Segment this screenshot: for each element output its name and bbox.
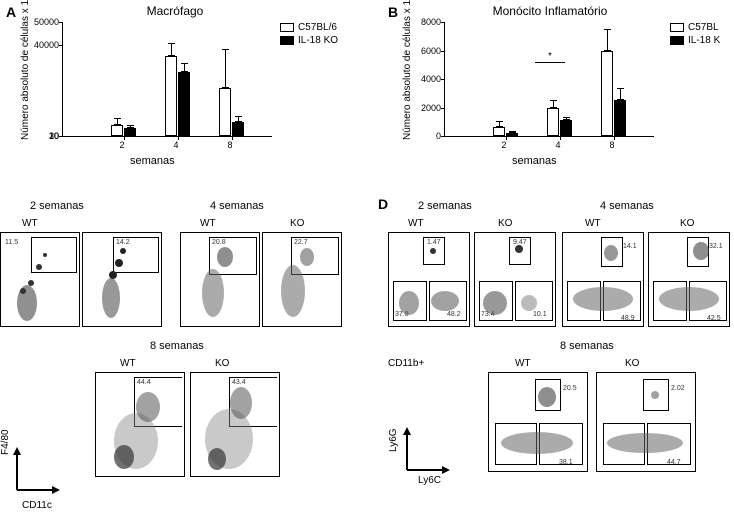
flowd-panel-t4-wt: 14.1 48.9: [562, 232, 644, 327]
flowc-axis-arrows: [5, 445, 65, 500]
chart-a-xlabel: semanas: [130, 155, 175, 167]
flowc-t8-wt: WT: [120, 358, 136, 369]
xtick-label: 2: [502, 140, 507, 150]
flowc-dots-t2-wt: [1, 233, 81, 328]
flowd-panel-t8-ko: 2.02 44.7: [596, 372, 696, 472]
flowc-xaxis: CD11c: [22, 500, 52, 511]
chart-b: 02000400060008000248: [444, 22, 654, 137]
xtick-label: 8: [610, 140, 615, 150]
bar: [547, 108, 559, 137]
ytick-label: 0: [407, 131, 441, 141]
legend-b-label-il18: IL-18 K: [688, 35, 720, 46]
bar: [506, 133, 518, 136]
ytick-label: 40000: [25, 40, 59, 50]
flowd-dots-t8wt: [489, 373, 589, 473]
legend-b-item-il18: IL-18 K: [670, 35, 734, 46]
chart-a: 01020304000050000248: [62, 22, 272, 137]
flowc-panel-t4-ko: 22.7: [262, 232, 342, 327]
chart-b-title: Monócito Inflamatório: [460, 4, 640, 18]
flowc-dots-t4-wt: [181, 233, 261, 328]
xtick-label: 2: [120, 140, 125, 150]
flowd-t8-ko: KO: [625, 358, 639, 369]
legend-a: C57BL/6 IL-18 KO: [280, 22, 338, 48]
ytick-label: 2000: [407, 103, 441, 113]
flowd-dots-t4ko: [649, 233, 731, 328]
flowc-t4-ko: KO: [290, 218, 304, 229]
panel-d-label: D: [378, 196, 388, 212]
flowd-xaxis: Ly6C: [418, 475, 441, 486]
ytick-label: 50000: [25, 17, 59, 27]
flowc-dots-t8-wt: [96, 373, 186, 478]
flowd-precursor: CD11b+: [388, 358, 424, 369]
flowd-dots-t2ko: [475, 233, 557, 328]
legend-item-c57: C57BL/6: [280, 22, 338, 33]
bar: [560, 120, 572, 136]
bar: [493, 127, 505, 136]
sig-bracket: *: [535, 62, 565, 74]
flowc-panel-t2-ko: 14.2: [82, 232, 162, 327]
flowd-dots-t2wt: [389, 233, 471, 328]
legend-b-item-c57: C57BL: [670, 22, 734, 33]
ytick-label: 8000: [407, 17, 441, 27]
flowc-panel-t8-ko: 43.4: [190, 372, 280, 477]
bar: [219, 88, 231, 136]
flowd-panel-t8-wt: 20.5 38.1: [488, 372, 588, 472]
flowc-t4-header: 4 semanas: [210, 200, 264, 212]
bar: [165, 56, 177, 136]
legend-swatch-il18: [280, 36, 294, 45]
flowd-panel-t2-ko: 9.47 73.4 10.1: [474, 232, 556, 327]
flowd-t4-ko: KO: [680, 218, 694, 229]
ytick-label: 4000: [407, 74, 441, 84]
flowd-t4-wt: WT: [585, 218, 601, 229]
bar: [601, 51, 613, 137]
flowc-t2-header: 2 semanas: [30, 200, 84, 212]
flowc-panel-t2-wt: 11.5: [0, 232, 80, 327]
flowd-panel-t4-ko: 32.1 42.5: [648, 232, 730, 327]
legend-swatch-c57: [280, 23, 294, 32]
flowd-dots-t8ko: [597, 373, 697, 473]
bar: [614, 100, 626, 136]
xtick-label: 4: [174, 140, 179, 150]
flowc-t8-header: 8 semanas: [150, 340, 204, 352]
flowd-t2-header: 2 semanas: [418, 200, 472, 212]
flowd-yaxis: Ly6G: [388, 428, 399, 452]
flowc-panel-t8-wt: 44.4: [95, 372, 185, 477]
legend-b-swatch-c57: [670, 23, 684, 32]
xtick-label: 4: [556, 140, 561, 150]
bar: [111, 125, 123, 136]
flowc-t4-wt: WT: [200, 218, 216, 229]
legend-item-il18: IL-18 KO: [280, 35, 338, 46]
bar: [178, 72, 190, 136]
legend-label-il18: IL-18 KO: [298, 35, 338, 46]
ytick-label: 6000: [407, 46, 441, 56]
flowd-axis-arrows: [395, 425, 455, 480]
legend-b: C57BL IL-18 K: [670, 22, 734, 48]
xtick-label: 8: [228, 140, 233, 150]
legend-b-label-c57: C57BL: [688, 22, 719, 33]
flowd-t2-ko: KO: [498, 218, 512, 229]
flowd-dots-t4wt: [563, 233, 645, 328]
ytick-label: 30: [25, 131, 59, 141]
chart-b-xlabel: semanas: [512, 155, 557, 167]
legend-b-swatch-il18: [670, 36, 684, 45]
flowc-dots-t2-ko: [83, 233, 163, 328]
bar: [124, 128, 136, 136]
flowc-t2-wt: WT: [22, 218, 38, 229]
flowd-t8-header: 8 semanas: [560, 340, 614, 352]
flowc-t8-ko: KO: [215, 358, 229, 369]
flowd-t2-wt: WT: [408, 218, 424, 229]
chart-a-title: Macrófago: [100, 4, 250, 18]
flowc-dots-t8-ko: [191, 373, 281, 478]
bar: [232, 122, 244, 136]
flowc-yaxis: F4/80: [0, 429, 11, 455]
legend-label-c57: C57BL/6: [298, 22, 337, 33]
flowd-panel-t2-wt: 1.47 37.8 48.2: [388, 232, 470, 327]
flowd-t4-header: 4 semanas: [600, 200, 654, 212]
flowd-t8-wt: WT: [515, 358, 531, 369]
flowc-panel-t4-wt: 20.8: [180, 232, 260, 327]
panel-a-label: A: [6, 4, 16, 20]
flowc-dots-t4-ko: [263, 233, 343, 328]
sig-star: *: [548, 51, 552, 62]
panel-b-label: B: [388, 4, 398, 20]
